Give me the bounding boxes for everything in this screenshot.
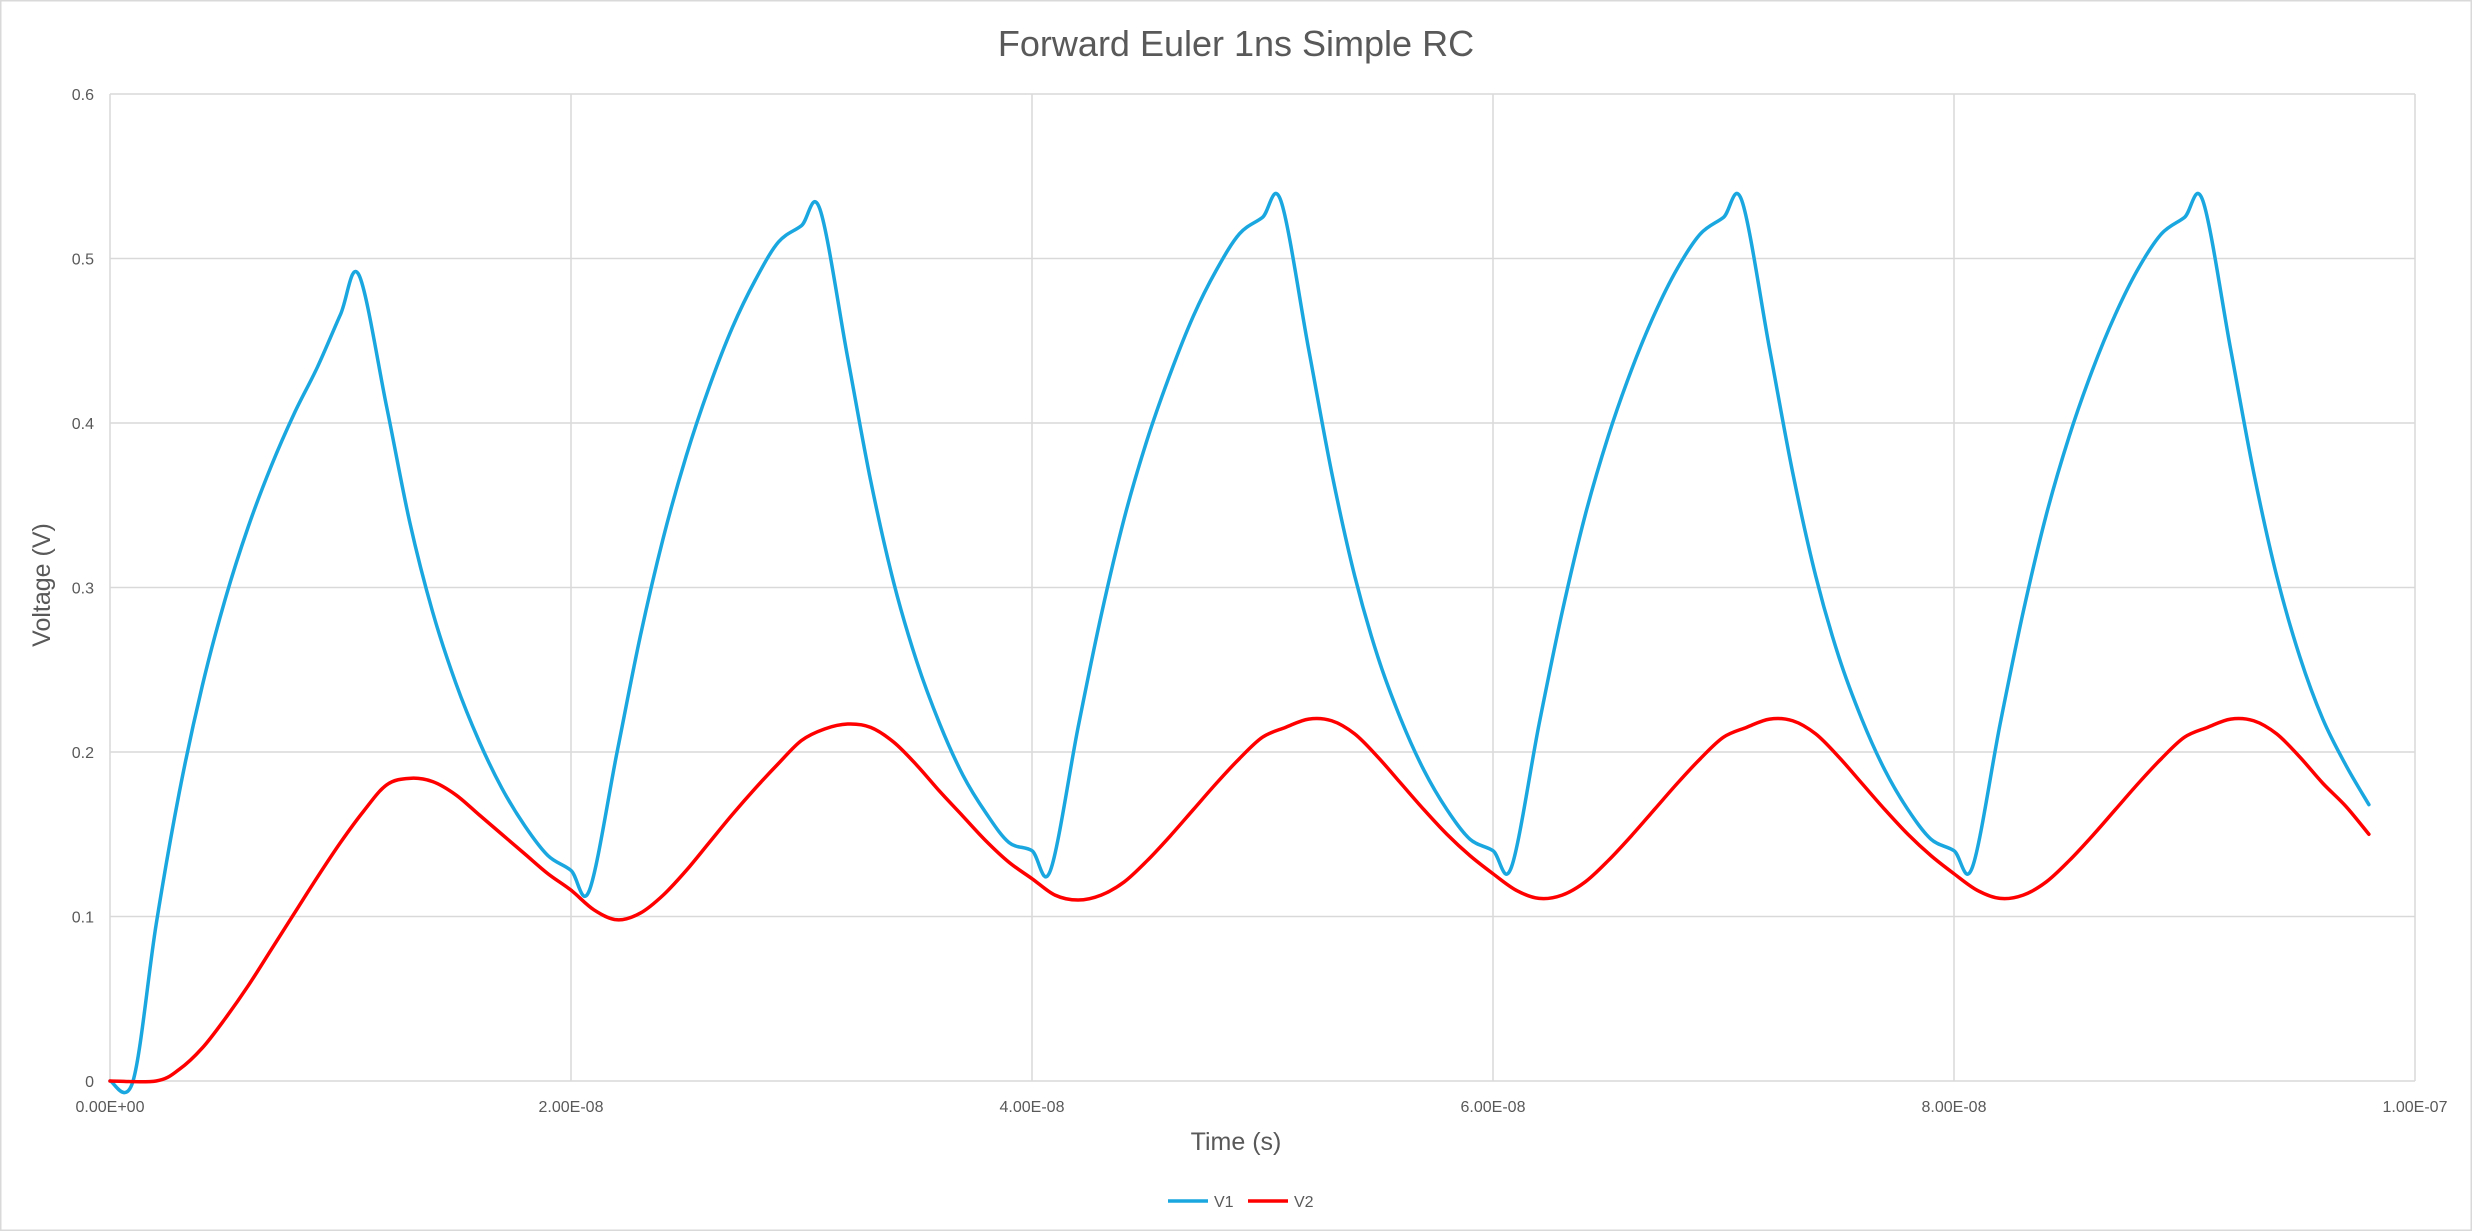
series-line-v1 xyxy=(108,191,2371,1095)
y-axis-title: Voltage (V) xyxy=(28,523,56,647)
chart-title: Forward Euler 1ns Simple RC xyxy=(998,23,1474,64)
x-tick-label: 4.00E-08 xyxy=(1000,1099,1065,1116)
y-tick-label: 0.1 xyxy=(72,910,94,927)
gridlines xyxy=(109,93,2416,1082)
y-tick-label: 0.3 xyxy=(72,581,94,598)
y-tick-label: 0.4 xyxy=(72,416,94,433)
x-tick-label: 6.00E-08 xyxy=(1461,1099,1526,1116)
x-tick-label: 2.00E-08 xyxy=(539,1099,604,1116)
legend-label-v2: V2 xyxy=(1294,1194,1314,1211)
x-tick-label: 0.00E+00 xyxy=(76,1099,145,1116)
legend-label-v1: V1 xyxy=(1214,1194,1234,1211)
y-tick-label: 0 xyxy=(85,1074,94,1091)
x-axis-title: Time (s) xyxy=(1191,1128,1282,1156)
x-tick-label: 1.00E-07 xyxy=(2383,1099,2448,1116)
plot-series xyxy=(108,191,2371,1095)
y-tick-label: 0.2 xyxy=(72,745,94,762)
legend: V1 V2 xyxy=(1168,1194,1314,1211)
y-tick-label: 0.6 xyxy=(72,87,94,104)
x-tick-label: 8.00E-08 xyxy=(1922,1099,1987,1116)
y-tick-label: 0.5 xyxy=(72,252,94,269)
series-line-v2 xyxy=(108,716,2371,1084)
tick-labels: 0 0.1 0.2 0.3 0.4 0.5 0.6 0.00E+00 2.00E-08 4.00E… xyxy=(72,87,2448,1116)
